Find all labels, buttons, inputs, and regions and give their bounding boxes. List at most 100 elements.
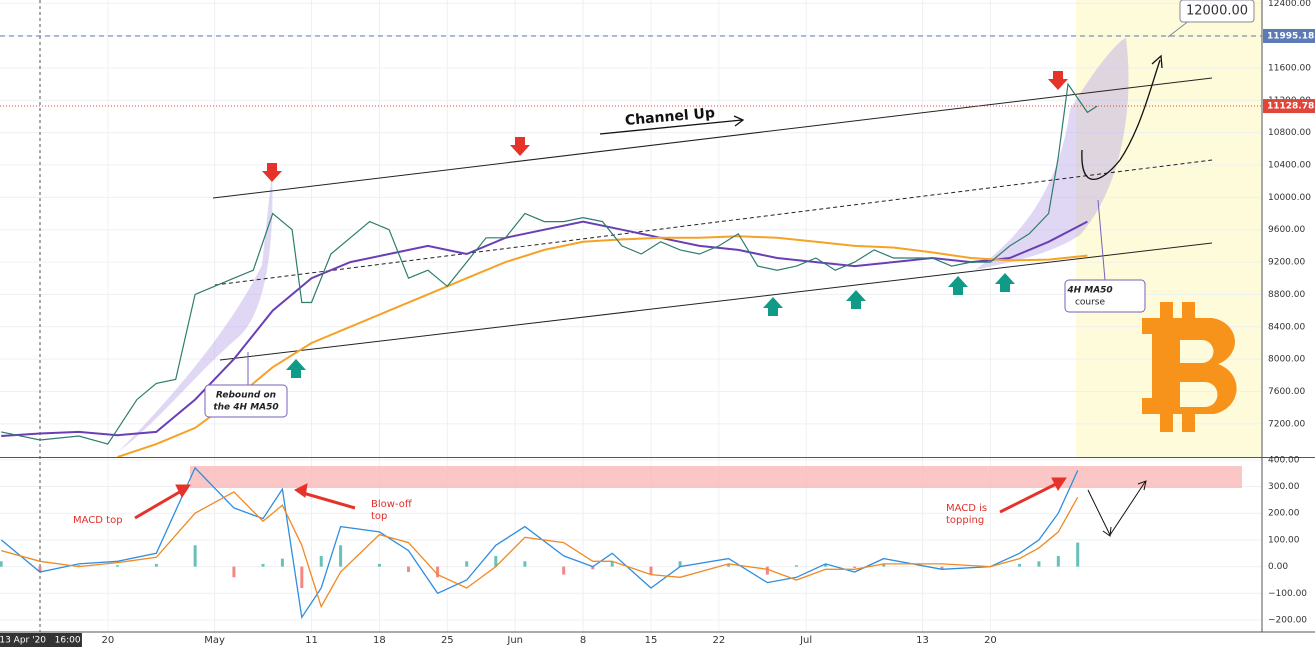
macd-line [1, 491, 1079, 609]
histogram-bar [280, 558, 284, 567]
y-tick-label: 7200.00 [1268, 419, 1305, 429]
histogram-bar [1056, 555, 1060, 567]
callout-box [204, 384, 288, 418]
y-tick-label: 8400.00 [1268, 322, 1305, 332]
bitcoin-logo [1142, 302, 1237, 432]
y-tick-label: 100.00 [1268, 535, 1300, 545]
y-tick-label: 10400.00 [1268, 161, 1311, 171]
histogram-bar [465, 561, 469, 567]
x-tick-label: 22 [713, 635, 726, 646]
price-label: 11128.78 [1267, 102, 1314, 112]
y-tick-label: 10000.00 [1268, 193, 1311, 203]
y-tick-label: −100.00 [1268, 589, 1307, 599]
histogram-bar [882, 563, 886, 567]
histogram-bar [765, 566, 769, 575]
histogram-bar [1018, 563, 1022, 567]
histogram-bar [436, 566, 440, 578]
target-label: 12000.00 [1186, 4, 1248, 19]
y-tick-label: 400.00 [1268, 455, 1300, 465]
x-tick-label: May [204, 635, 225, 646]
x-tick-label: 15 [645, 635, 658, 646]
annotation: Rebound on [216, 391, 276, 401]
arrow-head [1102, 480, 1147, 537]
histogram-bar [678, 561, 682, 567]
histogram-bar [1037, 561, 1041, 567]
histogram-bar [261, 563, 265, 567]
x-tick-label: 11 [305, 635, 318, 646]
histogram-bar [193, 545, 197, 567]
callout-box [1064, 279, 1146, 313]
y-tick-label: 200.00 [1268, 509, 1300, 519]
y-tick-label: 8000.00 [1268, 355, 1305, 365]
y-tick-label: 9200.00 [1268, 258, 1305, 268]
histogram-bar [0, 561, 3, 567]
arrow-head [1151, 54, 1163, 69]
histogram-bar [940, 566, 944, 570]
x-tick-label: 18 [373, 635, 386, 646]
histogram-bar [591, 566, 595, 570]
y-tick-label: 9600.00 [1268, 225, 1305, 235]
moving-average [1, 220, 1088, 437]
y-tick-label: 10800.00 [1268, 128, 1311, 138]
projection-arrow [1081, 59, 1161, 181]
histogram-bar [824, 563, 828, 567]
histogram-bar [300, 566, 304, 588]
macd-line [0, 466, 1079, 620]
price-label-box [1263, 28, 1315, 43]
x-tick-label: 25 [441, 635, 454, 646]
y-tick-label: 7600.00 [1268, 387, 1305, 397]
y-tick-label: 300.00 [1268, 482, 1300, 492]
y-tick-label: 0.00 [1268, 562, 1288, 572]
moving-average [117, 235, 1088, 458]
annotation: course [1075, 298, 1106, 308]
arrow-head [733, 115, 745, 127]
histogram-bar [727, 563, 731, 567]
channel-upper [212, 77, 1213, 199]
histogram-bar [38, 566, 42, 572]
annotation: Blow-off [371, 499, 413, 510]
histogram-bar [649, 566, 653, 575]
histogram-bar [853, 566, 857, 568]
x-tick-label: Jun [506, 635, 523, 646]
annotation: topping [946, 515, 984, 526]
target-pointer [1167, 19, 1191, 38]
price-label-box [1263, 99, 1315, 114]
crosshair-label-box [0, 633, 82, 647]
annotation: Channel Up [624, 105, 715, 129]
macd-arrows [134, 477, 1067, 520]
y-tick-label: 8800.00 [1268, 290, 1305, 300]
histogram-bar [407, 566, 411, 572]
histogram-bar [523, 561, 527, 567]
y-tick-label: 12400.00 [1268, 0, 1311, 9]
histogram-bar [562, 566, 566, 575]
x-tick-label: 13 [916, 635, 929, 646]
buy-arrows [286, 273, 1015, 378]
callout-pointer [1097, 199, 1106, 281]
histogram-bar [154, 563, 158, 567]
histogram-bar [339, 545, 343, 567]
channel-arrow [599, 119, 743, 135]
macd-top-zone [190, 466, 1242, 488]
y-tick-label: 11600.00 [1268, 63, 1311, 73]
impulse-band [975, 38, 1129, 270]
histogram-bar [116, 565, 120, 567]
x-tick-label: 20 [101, 635, 114, 646]
y-tick-label: −200.00 [1268, 615, 1307, 625]
histogram-bar [794, 565, 798, 567]
channel-lower [219, 242, 1213, 361]
histogram-bar [610, 561, 614, 567]
price-line-series [1, 82, 1098, 445]
annotation: top [371, 511, 387, 522]
x-tick-label: Jul [799, 635, 812, 646]
x-tick-label: 8 [580, 635, 586, 646]
annotation: MACD is [946, 503, 987, 514]
impulse-band [118, 172, 273, 452]
histogram-bar [494, 555, 498, 567]
sell-arrows [262, 71, 1068, 182]
annotation: the 4H MA50 [213, 403, 278, 413]
histogram-bar [232, 566, 236, 578]
histogram-bar [319, 555, 323, 567]
macd-projection [1087, 481, 1146, 537]
target-box [1179, 0, 1255, 23]
